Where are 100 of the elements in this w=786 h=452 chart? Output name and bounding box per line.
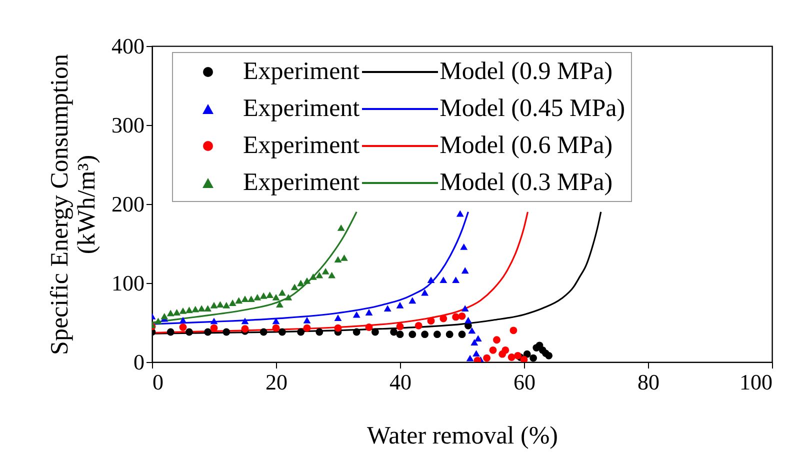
point [210,324,218,332]
x-tick-label: 40 [390,370,412,394]
point [371,328,379,336]
y-tick-label: 0 [134,350,144,374]
point [204,305,212,312]
point [414,322,422,330]
point [216,301,224,308]
point [396,302,404,308]
point [241,318,249,324]
point [254,294,262,300]
point [427,276,435,284]
point [334,324,342,332]
point [530,354,538,362]
point [185,306,193,314]
point [514,352,522,360]
point [523,350,531,358]
x-tick-label: 80 [638,370,660,394]
point [303,324,311,332]
point [390,328,398,336]
line-series [152,211,602,334]
point [179,316,187,324]
point [222,302,230,308]
y-tick-label: 300 [112,112,144,138]
point [166,310,174,316]
point [396,322,404,330]
point [266,292,274,298]
point [510,326,518,334]
point [458,312,466,320]
point [210,302,218,308]
point [458,330,466,338]
point [502,346,510,354]
point [222,328,230,336]
point [247,296,255,302]
point [272,324,280,332]
point [260,328,268,336]
point [427,317,435,325]
legend-label: Model (0.6 MPa) [440,131,614,161]
y-axis-title: Specific Energy Consumption (kWh/m³) [46,54,100,355]
point [433,330,441,338]
point [520,356,528,362]
point [179,324,187,331]
point [340,254,348,261]
point [334,314,342,321]
point [545,352,553,360]
point [297,328,305,336]
point [508,354,516,361]
point [241,325,249,333]
x-tick-label: 20 [266,370,288,394]
point [352,328,360,336]
point [210,318,218,324]
point [166,328,174,336]
point [460,243,468,250]
point [328,272,336,278]
x-tick-label: 60 [514,370,536,394]
point [461,305,469,312]
point [160,312,168,320]
point [452,276,460,284]
point [446,330,454,338]
point [272,318,280,324]
point [408,297,416,304]
point [421,330,429,338]
point [278,328,286,336]
y-tick-label: 400 [112,34,144,58]
y-tick-label: 200 [112,192,144,216]
point [483,354,491,362]
point [440,314,448,322]
point [468,327,476,334]
point [408,330,416,338]
point [474,335,482,342]
point [309,273,317,280]
point [241,296,249,302]
point [297,280,305,286]
point [421,289,429,296]
x-axis-title: Water removal (%) [367,422,558,450]
legend-label: Model (0.45 MPa) [440,94,626,124]
point [192,306,200,312]
point [235,297,243,304]
point [278,289,286,296]
legend-label: Experiment [243,168,360,198]
legend-label: Experiment [243,94,360,124]
legend-label: Model (0.9 MPa) [440,57,614,87]
point [322,268,330,274]
point [384,305,392,312]
point [466,354,474,362]
point [303,277,311,284]
point [464,316,472,324]
point [272,294,280,300]
point [472,350,480,357]
point [440,276,448,284]
point [284,294,292,300]
point [173,309,181,316]
x-tick-label: 0 [152,370,164,394]
legend-label: Experiment [243,131,360,161]
point [303,316,311,324]
point [365,309,373,316]
point [365,324,373,331]
point [352,311,360,318]
point [461,267,469,274]
y-tick-label: 100 [112,270,144,296]
point [260,292,268,299]
